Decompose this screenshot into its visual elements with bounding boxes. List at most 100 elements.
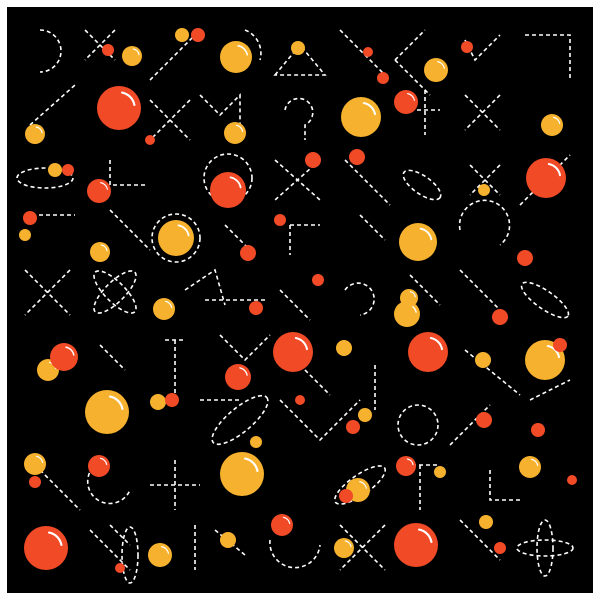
dashed-ellipse (516, 539, 574, 557)
dashed-line (89, 524, 131, 571)
red-circle (377, 72, 389, 84)
red-circle (531, 423, 545, 437)
dashed-line (344, 282, 375, 316)
circle-highlight (120, 91, 136, 107)
dashed-ellipse (333, 465, 387, 505)
red-circle (349, 149, 365, 165)
red-circle (394, 523, 438, 567)
red-circle (312, 274, 324, 286)
orange-circle (150, 394, 166, 410)
dashed-line (405, 464, 440, 510)
dashed-line (284, 97, 314, 140)
circle-highlight (164, 300, 173, 309)
red-circle (339, 489, 353, 503)
circle-highlight (161, 546, 169, 554)
circle-highlight (417, 528, 433, 544)
orange-circle (250, 436, 262, 448)
orange-circle (291, 41, 305, 55)
orange-circle (224, 122, 246, 144)
red-circle (295, 395, 305, 405)
red-circle (210, 172, 246, 208)
red-circle (492, 309, 508, 325)
circle-highlight (177, 224, 190, 237)
orange-circle (479, 515, 493, 529)
orange-circle (220, 532, 236, 548)
red-circle (553, 338, 567, 352)
red-circle (87, 179, 111, 203)
red-circle (23, 211, 37, 225)
red-circle (115, 563, 125, 573)
dashed-line (339, 29, 386, 76)
red-circle (240, 245, 256, 261)
red-circle (97, 86, 141, 130)
red-circle (517, 250, 533, 266)
dashed-line (199, 93, 241, 130)
orange-circle (358, 408, 372, 422)
dashed-line (39, 469, 81, 511)
orange-circle (19, 229, 31, 241)
dashed-line (289, 224, 320, 255)
dashed-line (279, 399, 361, 442)
circle-highlight (108, 395, 124, 411)
circle-highlight (65, 346, 75, 356)
dashed-ellipse (520, 281, 570, 319)
dashed-ellipse (93, 270, 137, 314)
orange-circle (478, 184, 490, 196)
dashed-line (29, 84, 76, 126)
red-circle (102, 44, 114, 56)
circle-highlight (243, 457, 259, 473)
orange-circle (85, 390, 129, 434)
red-circle (476, 412, 492, 428)
dashed-ellipse (121, 526, 139, 584)
dashed-line (24, 269, 71, 316)
dashed-line (109, 160, 145, 186)
dashed-ellipse (402, 169, 442, 201)
circle-highlight (419, 227, 433, 241)
circle-highlight (407, 93, 415, 101)
orange-circle (158, 220, 194, 256)
circle-highlight (429, 337, 443, 351)
orange-circle (153, 298, 175, 320)
circle-highlight (362, 102, 376, 116)
orange-circle (122, 46, 142, 66)
orange-circle (400, 289, 418, 307)
red-circle (271, 514, 293, 536)
dashed-ellipse (211, 394, 269, 446)
orange-circle (24, 453, 46, 475)
dashed-line (529, 379, 571, 401)
orange-circle (175, 28, 189, 42)
dashed-line (184, 268, 265, 306)
dashed-line (299, 364, 331, 396)
dashed-line (489, 470, 520, 501)
orange-circle (424, 58, 448, 82)
red-circle (396, 456, 416, 476)
red-circle (494, 542, 506, 554)
dashed-line (464, 349, 521, 396)
red-circle (394, 90, 418, 114)
orange-circle (334, 538, 354, 558)
orange-circle (475, 352, 491, 368)
red-circle (274, 214, 286, 226)
orange-circle (399, 223, 437, 261)
dashed-line (150, 460, 200, 510)
red-circle (305, 152, 321, 168)
dashed-line (458, 199, 511, 246)
dashed-ellipse (93, 270, 137, 314)
red-circle (273, 332, 313, 372)
orange-circle (148, 543, 172, 567)
orange-circle (541, 114, 563, 136)
circle-highlight (239, 367, 248, 376)
red-circle (165, 393, 179, 407)
dashed-line (149, 99, 191, 141)
orange-circle (336, 340, 352, 356)
circle-highlight (132, 48, 140, 56)
dashed-line (410, 90, 440, 135)
circle-highlight (237, 45, 248, 56)
dashed-ellipse (536, 519, 554, 577)
circle-highlight (437, 61, 445, 69)
red-circle (249, 301, 263, 315)
dashed-line (269, 539, 321, 569)
dashed-line (449, 404, 491, 446)
orange-circle (434, 466, 446, 478)
